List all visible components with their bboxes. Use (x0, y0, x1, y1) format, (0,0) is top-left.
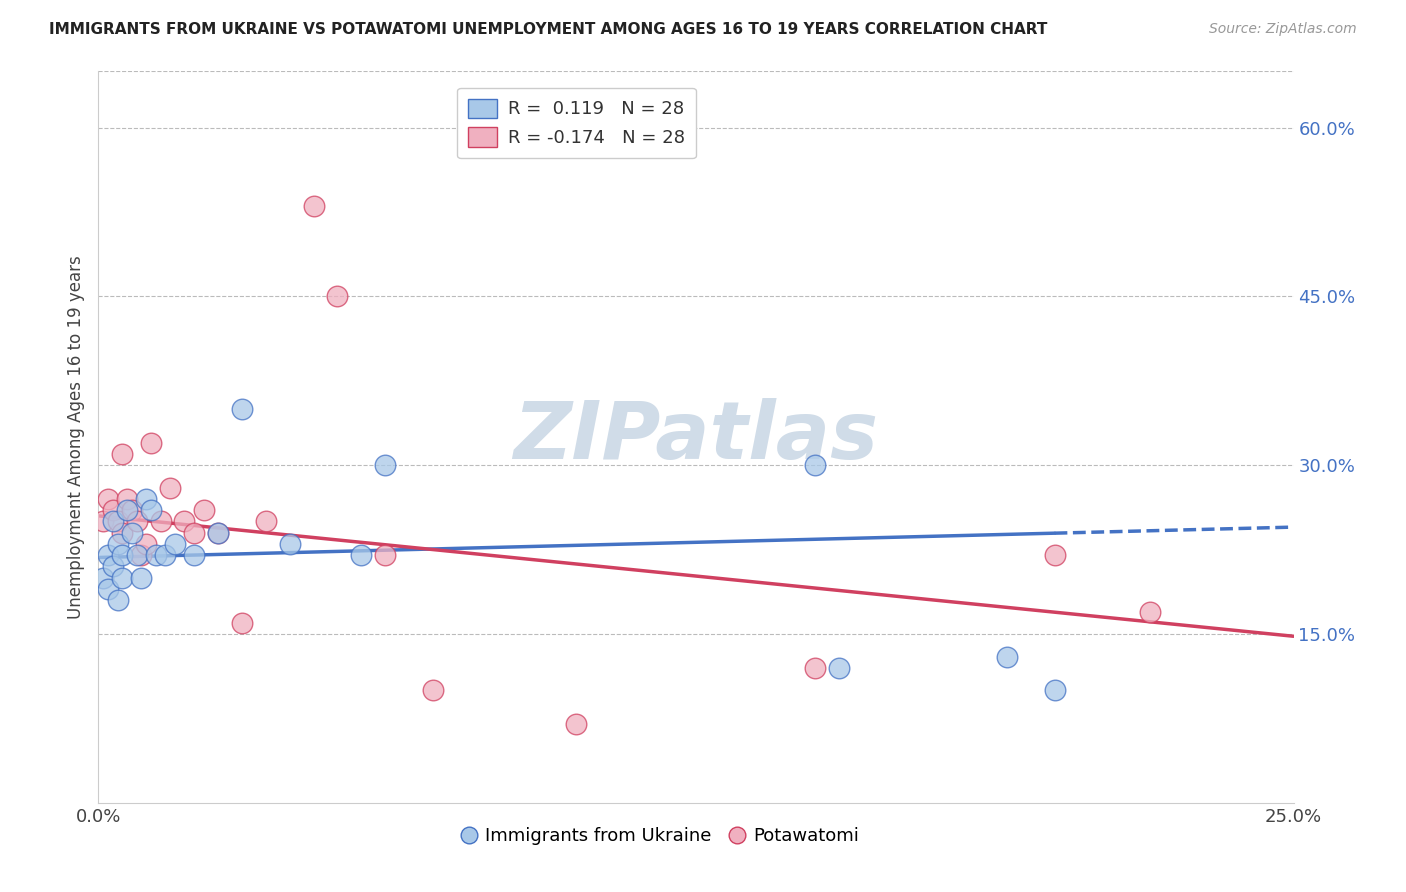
Point (302, 199, 325, 213)
Text: IMMIGRANTS FROM UKRAINE VS POTAWATOMI UNEMPLOYMENT AMONG AGES 16 TO 19 YEARS COR: IMMIGRANTS FROM UKRAINE VS POTAWATOMI UN… (49, 22, 1047, 37)
Point (163, 537, 186, 551)
Legend: Immigrants from Ukraine, Potawatomi: Immigrants from Ukraine, Potawatomi (454, 820, 866, 852)
Point (111, 525, 134, 540)
Point (1139, 605, 1161, 619)
Point (111, 548, 134, 562)
Point (121, 503, 143, 517)
Point (107, 537, 129, 551)
Point (254, 515, 277, 529)
Point (155, 548, 177, 562)
Point (173, 515, 195, 529)
Point (995, 649, 1018, 664)
Point (207, 525, 229, 540)
Point (159, 481, 181, 495)
Point (91, 515, 114, 529)
Point (804, 458, 827, 473)
Point (91, 571, 114, 585)
Point (135, 491, 157, 506)
Point (183, 525, 205, 540)
Point (350, 548, 373, 562)
Point (231, 401, 253, 416)
Point (1043, 683, 1066, 698)
Point (111, 571, 134, 585)
Point (193, 503, 215, 517)
Point (804, 661, 827, 675)
Point (115, 491, 138, 506)
Point (565, 717, 588, 731)
Point (374, 458, 396, 473)
Point (101, 559, 124, 574)
Text: ZIPatlas: ZIPatlas (513, 398, 879, 476)
Point (1043, 548, 1066, 562)
Point (145, 548, 167, 562)
Point (107, 515, 129, 529)
Point (374, 548, 396, 562)
Point (139, 435, 162, 450)
Point (121, 525, 143, 540)
Point (97, 548, 120, 562)
Point (422, 683, 444, 698)
Point (97, 582, 120, 596)
Point (828, 661, 851, 675)
Point (101, 515, 124, 529)
Y-axis label: Unemployment Among Ages 16 to 19 years: Unemployment Among Ages 16 to 19 years (66, 255, 84, 619)
Point (97, 491, 120, 506)
Text: Source: ZipAtlas.com: Source: ZipAtlas.com (1209, 22, 1357, 37)
Point (131, 571, 153, 585)
Point (326, 289, 349, 303)
Point (183, 548, 205, 562)
Point (107, 593, 129, 607)
Point (135, 537, 157, 551)
Point (278, 537, 301, 551)
Point (231, 615, 253, 630)
Point (101, 503, 124, 517)
Point (111, 447, 134, 461)
Point (115, 503, 138, 517)
Point (125, 515, 148, 529)
Point (131, 548, 153, 562)
Point (125, 548, 148, 562)
Point (149, 515, 172, 529)
Point (207, 525, 229, 540)
Point (139, 503, 162, 517)
